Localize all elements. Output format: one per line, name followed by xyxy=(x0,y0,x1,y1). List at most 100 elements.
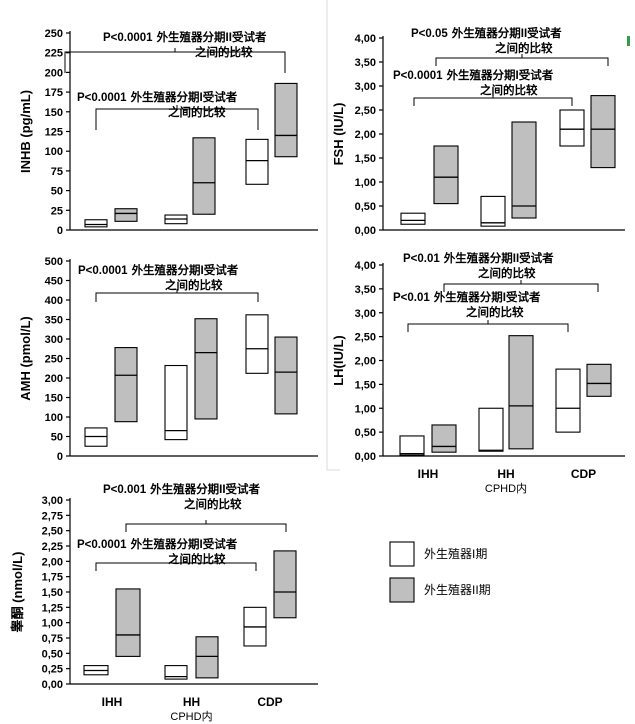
y-tick-label: 200 xyxy=(45,373,63,385)
p-value: P<0.0001 xyxy=(103,32,153,44)
comparison-label-line2: 之间的比较 xyxy=(184,497,242,511)
significance-annotation: P<0.0001 外生殖器分期I受试者 xyxy=(77,90,238,104)
y-tick-label: 0,00 xyxy=(355,225,376,237)
p-value: P<0.0001 xyxy=(393,70,443,82)
p-value: P<0.001 xyxy=(103,484,147,496)
y-tick-label: 250 xyxy=(45,28,63,40)
y-tick-label: 2,25 xyxy=(42,541,63,553)
x-category-label: IHH xyxy=(418,467,439,481)
y-tick-label: 2,50 xyxy=(355,332,376,344)
comparison-label-line2: 之间的比较 xyxy=(168,105,226,119)
y-tick-label: 4,00 xyxy=(355,33,376,45)
comparison-label: 外生殖器分期I受试者 xyxy=(130,537,238,551)
box-ihh-stage2 xyxy=(433,145,459,205)
chart-lh: 0,00 0,50 1,00 1,50 2,00 2,50 3,00 3,50 4,00 LH(I… xyxy=(331,251,625,495)
box-ihh-stage2 xyxy=(114,347,138,423)
y-tick-label: 1,75 xyxy=(42,572,63,584)
legend-swatch-stage2 xyxy=(389,577,415,603)
box-cdp-stage2 xyxy=(590,95,616,169)
y-tick-label: 0,75 xyxy=(42,633,63,645)
box-hh-stage2 xyxy=(194,318,218,420)
significance-annotation: P<0.0001 外生殖器分期I受试者 xyxy=(77,537,238,551)
y-tick-label: 0 xyxy=(57,451,63,463)
comparison-label: 外生殖器分期I受试者 xyxy=(131,263,239,277)
p-value: P<0.0001 xyxy=(77,539,127,551)
y-tick-label: 3,00 xyxy=(355,81,376,93)
box-cdp-stage1 xyxy=(245,314,269,374)
box-cdp-stage1 xyxy=(559,109,585,147)
p-value: P<0.05 xyxy=(411,28,448,40)
p-value: P<0.01 xyxy=(393,292,430,304)
y-tick-label: 175 xyxy=(45,87,63,99)
y-tick-label: 1,00 xyxy=(42,618,63,630)
y-tick-label: 3,00 xyxy=(42,495,63,507)
y-axis-label: INHB (pg/mL) xyxy=(18,90,33,173)
y-tick-label: 3,50 xyxy=(355,57,376,69)
box-hh-stage2 xyxy=(192,137,216,215)
legend-label-stage1: 外生殖器I期 xyxy=(424,546,487,561)
y-tick-label: 0,50 xyxy=(355,427,376,439)
box-hh-stage1 xyxy=(164,665,188,680)
box-cdp-stage2 xyxy=(274,336,298,415)
p-value: P<0.0001 xyxy=(77,92,127,104)
y-tick-label: 75 xyxy=(51,166,63,178)
x-axis-sublabel: CPHD内 xyxy=(170,709,212,723)
y-tick-label: 2,00 xyxy=(42,556,63,568)
comparison-label: 外生殖器分期II受试者 xyxy=(149,482,260,496)
significance-bracket xyxy=(125,523,287,532)
comparison-label: 外生殖器分期I受试者 xyxy=(130,90,238,104)
significance-annotation: P<0.0001 外生殖器分期II受试者 xyxy=(103,30,267,44)
box-hh-stage2 xyxy=(195,636,219,679)
significance-annotation: P<0.001 外生殖器分期II受试者 xyxy=(103,482,261,496)
y-axis-label: 睾酮 (nmol/L) xyxy=(10,552,25,633)
comparison-label-line2: 之间的比较 xyxy=(168,552,226,566)
y-tick-label: 100 xyxy=(45,412,63,424)
comparison-label-line2: 之间的比较 xyxy=(478,266,536,280)
significance-bracket xyxy=(435,57,609,66)
comparison-label-line2: 之间的比较 xyxy=(480,83,538,97)
x-category-label: IHH xyxy=(102,695,123,709)
box-ihh-stage2 xyxy=(431,424,457,453)
y-tick-label: 2,75 xyxy=(42,510,63,522)
box-ihh-stage2 xyxy=(114,208,138,222)
significance-annotation: P<0.01 外生殖器分期II受试者 xyxy=(403,251,554,265)
y-tick-label: 0,00 xyxy=(42,679,63,691)
edge-marker xyxy=(627,36,630,46)
box-cdp-stage1 xyxy=(555,368,581,433)
y-axis-label: FSH (IU/L) xyxy=(331,103,346,166)
comparison-label-line2: 之间的比较 xyxy=(165,278,223,292)
y-tick-label: 50 xyxy=(51,186,63,198)
comparison-label-line2: 之间的比较 xyxy=(466,305,524,319)
y-tick-label: 50 xyxy=(51,432,63,444)
y-tick-label: 1,50 xyxy=(42,587,63,599)
significance-bracket xyxy=(443,283,599,292)
box-cdp-stage1 xyxy=(245,138,269,185)
legend-swatch-stage1 xyxy=(389,541,415,567)
box-hh-stage2 xyxy=(511,121,537,219)
box-ihh-stage1 xyxy=(400,212,426,225)
y-tick-label: 350 xyxy=(45,315,63,327)
comparison-label-line2: 之间的比较 xyxy=(195,45,253,59)
box-cdp-stage2 xyxy=(274,82,298,158)
y-tick-label: 150 xyxy=(45,107,63,119)
y-tick-label: 0,00 xyxy=(355,451,376,463)
box-ihh-stage1 xyxy=(399,435,425,456)
comparison-label: 外生殖器分期II受试者 xyxy=(451,26,562,40)
y-tick-label: 2,50 xyxy=(355,105,376,117)
y-tick-label: 2,00 xyxy=(355,129,376,141)
significance-bracket xyxy=(95,292,259,302)
y-tick-label: 500 xyxy=(45,256,63,268)
y-tick-label: 1,00 xyxy=(355,177,376,189)
x-category-label: HH xyxy=(497,467,514,481)
box-hh-stage2 xyxy=(508,335,534,450)
chart-testo: 0,00 0,25 0,50 0,75 1,00 1,25 1,50 1,75 2,00 2,25… xyxy=(10,482,318,723)
box-hh-stage1 xyxy=(480,195,506,227)
y-tick-label: 200 xyxy=(45,67,63,79)
x-category-label: HH xyxy=(183,695,200,709)
x-category-label: CDP xyxy=(571,467,596,481)
y-axis-label: LH(IU/L) xyxy=(331,335,346,386)
significance-annotation: P<0.01 外生殖器分期I受试者 xyxy=(393,290,541,304)
y-tick-label: 1,50 xyxy=(355,379,376,391)
box-ihh-stage2 xyxy=(115,588,141,657)
x-axis-sublabel: CPHD内 xyxy=(485,481,527,495)
